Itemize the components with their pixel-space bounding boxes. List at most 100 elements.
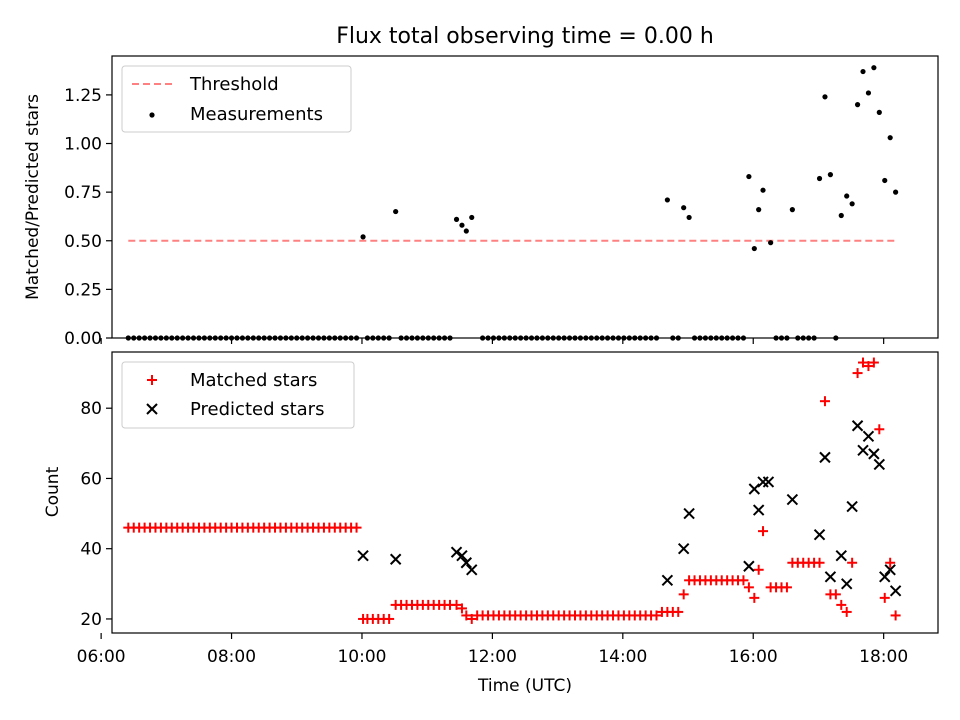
matched-star-point (874, 424, 885, 435)
bottom-y-axis-label: Count (43, 466, 63, 517)
matched-star-point (753, 564, 764, 575)
measurement-point (469, 214, 475, 221)
predicted-star-stroke-b (357, 550, 369, 562)
predicted-star-stroke-b (683, 507, 695, 520)
predicted-legend-label: Predicted stars (190, 399, 324, 420)
predicted-star-point (762, 476, 775, 488)
measurement-point (882, 177, 888, 184)
measurement-point (751, 245, 757, 252)
predicted-star-stroke-b (460, 557, 473, 569)
measurement-point (746, 173, 752, 180)
predicted-star-stroke-b (661, 574, 674, 587)
measurement-point (893, 189, 899, 195)
predicted-star-point (884, 564, 896, 576)
predicted-star-stroke-b (450, 546, 463, 558)
measurement-point (838, 212, 844, 219)
matched-star-point (841, 606, 852, 617)
predicted-star-stroke-b (868, 448, 880, 460)
measurement-point (768, 240, 774, 246)
predicted-star-point (460, 557, 473, 569)
predicted-star-stroke-b (748, 483, 761, 495)
matched-star-point (451, 599, 462, 610)
bottom-marks-layer (123, 357, 902, 624)
measurement-point (789, 207, 795, 213)
measurement-point (664, 197, 670, 203)
matched-star-point (456, 603, 467, 614)
predicted-star-stroke-b (813, 528, 826, 541)
predicted-star-point (389, 553, 402, 565)
top-panel: 0.00 0.25 0.50 0.75 1.00 1.25 Matched/Predict… (23, 55, 939, 349)
top-y-tick-label: 0.75 (64, 183, 102, 203)
measurement-point (871, 65, 877, 71)
predicted-star-stroke-b (762, 476, 775, 488)
matched-star-point (758, 526, 769, 537)
threshold-legend-label: Threshold (189, 74, 279, 95)
top-y-axis-label: Matched/Predicted stars (23, 94, 43, 300)
predicted-star-point (466, 564, 478, 576)
predicted-star-point (450, 546, 463, 558)
bottom-y-ticks: 20 40 60 80 (80, 399, 112, 630)
top-legend-frame (121, 65, 352, 133)
predicted-star-point (357, 550, 369, 562)
predicted-star-stroke-b (857, 444, 869, 457)
measurement-point (887, 135, 893, 141)
bottom-axes-frame (111, 351, 939, 634)
bottom-x-tick-label: 16:00 (729, 647, 778, 667)
matched-star-point (879, 592, 890, 603)
measurement-point (360, 234, 366, 240)
chart-title: Flux total observing time = 0.00 h (336, 24, 714, 49)
measurement-point (756, 207, 762, 213)
predicted-star-point (677, 542, 690, 555)
bottom-legend: Matched stars Predicted stars (121, 361, 355, 429)
matched-star-point (890, 610, 901, 621)
top-y-tick-label: 1.25 (64, 86, 102, 106)
predicted-star-stroke-b (889, 585, 902, 597)
matched-star-point (673, 606, 684, 617)
predicted-star-stroke-b (879, 571, 891, 583)
predicted-star-point (813, 528, 826, 541)
predicted-star-stroke-b (677, 542, 690, 555)
top-legend: Threshold Measurements (121, 65, 352, 133)
predicted-star-stroke-b (851, 420, 864, 432)
bottom-panel: 20 40 60 80 06:00 08:00 10:00 12:00 14:00 16:00 1… (43, 351, 939, 696)
bottom-x-tick-label: 08:00 (207, 647, 256, 667)
predicted-star-stroke-b (873, 458, 886, 471)
predicted-star-point (743, 560, 755, 572)
predicted-star-point (752, 504, 765, 516)
predicted-star-point (819, 451, 831, 464)
measurement-point (844, 193, 850, 199)
measurement-point (827, 172, 834, 178)
predicted-star-point (879, 571, 891, 583)
matched-legend-label: Matched stars (190, 370, 317, 391)
matched-star-point (819, 396, 830, 407)
matched-star-point (885, 557, 896, 568)
matched-star-point (836, 599, 847, 610)
matched-star-point (830, 589, 841, 600)
matched-star-point (738, 575, 749, 586)
matched-star-point (351, 522, 362, 533)
measurement-point (393, 208, 399, 215)
predicted-star-point (835, 550, 847, 562)
measurement-point (865, 90, 872, 96)
top-y-tick-label: 0.00 (64, 329, 102, 349)
matched-star-point (749, 592, 760, 603)
measurement-point (453, 216, 460, 222)
bottom-x-tick-label: 14:00 (598, 647, 647, 667)
measurement-point (760, 187, 766, 193)
measurement-point (860, 68, 866, 75)
matched-star-point (852, 368, 863, 379)
matched-star-point (847, 557, 858, 568)
predicted-star-stroke-b (835, 550, 847, 562)
predicted-star-point (868, 448, 880, 460)
measurement-point (686, 214, 692, 221)
matched-star-point (461, 610, 472, 621)
bottom-x-ticks: 06:00 08:00 10:00 12:00 14:00 16:00 18:00 (77, 633, 908, 667)
predicted-star-point (889, 585, 902, 597)
bottom-y-tick-label: 20 (80, 610, 102, 630)
measurement-point (463, 228, 469, 234)
matched-star-point (651, 610, 662, 621)
predicted-star-point (851, 420, 864, 432)
bottom-x-tick-label: 10:00 (337, 647, 386, 667)
measurement-point (822, 94, 828, 100)
